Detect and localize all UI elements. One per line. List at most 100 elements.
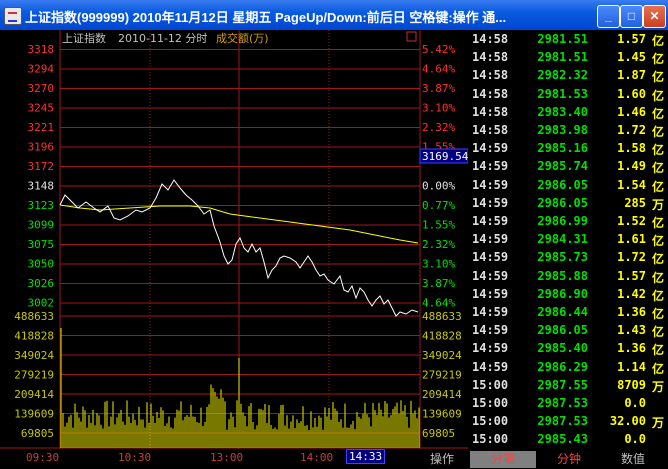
volume-axis-label: 209414 [14,388,54,401]
minimize-button[interactable]: _ [597,5,620,28]
tick-price: 2987.53 [537,396,588,410]
tick-row[interactable]: 15:00 2987.53 32.00 万 [468,412,668,431]
volume-axis-label-right: 139609 [422,408,462,421]
tick-row[interactable]: 14:59 2986.05 1.54 亿 [468,176,668,195]
tick-unit: 亿 [651,88,664,103]
volume-title-label: 成交额(万) [216,31,269,45]
tick-row[interactable]: 14:59 2985.74 1.49 亿 [468,157,668,176]
index-name-label: 上证指数 [62,31,106,45]
tick-price: 2983.98 [537,123,588,137]
tick-row[interactable]: 15:00 2987.53 0.0 [468,394,668,413]
tick-time: 14:58 [472,32,509,46]
price-axis-label: 3172 [28,160,55,173]
tick-unit: 亿 [651,34,664,48]
tick-price: 2986.99 [537,214,588,228]
tick-price: 2986.05 [537,195,588,210]
tick-price: 2981.51 [537,50,588,65]
volume-axis-label: 279219 [14,369,54,382]
time-label-1400: 14:00 [300,451,334,464]
price-axis-label: 3148 [28,180,55,193]
volume-axis-label: 139609 [14,408,54,421]
tick-volume: 1.52 [617,214,646,228]
tick-row[interactable]: 14:58 2981.51 1.45 亿 [468,48,668,67]
tick-row[interactable]: 14:59 2985.88 1.57 亿 [468,267,668,286]
percent-axis-label: 5.42% [422,43,455,56]
volume-axis-label-right: 209414 [422,388,462,401]
volume-axis-label-right: 279219 [422,369,462,382]
tick-row[interactable]: 14:58 2982.32 1.87 亿 [468,66,668,85]
tick-price: 2985.74 [537,159,588,174]
tick-volume: 1.49 [617,159,646,174]
percent-axis-label: 3.87% [422,82,455,95]
tick-price: 2981.51 [537,32,588,46]
tick-row[interactable]: 14:58 2981.51 1.57 亿 [468,30,668,49]
tick-row[interactable]: 15:00 2985.43 0.0 [468,430,668,449]
tick-row[interactable]: 14:59 2986.90 1.42 亿 [468,285,668,304]
tick-time: 14:59 [472,159,509,174]
volume-axis-label: 349024 [14,349,54,362]
tick-row[interactable]: 15:00 2987.55 8709 万 [468,376,668,395]
tick-price: 2981.53 [537,86,588,101]
tab-values[interactable]: 数值 [620,452,645,466]
tick-unit: 万 [651,416,664,431]
tick-price: 2985.16 [537,141,588,156]
tick-row[interactable]: 14:58 2983.40 1.46 亿 [468,103,668,122]
tick-time: 14:58 [472,104,509,119]
price-axis-label: 3099 [28,219,55,232]
tick-unit: 亿 [651,125,664,139]
tick-unit: 亿 [651,106,664,121]
intraday-chart[interactable]: 3318 3294 3270 3245 3221 3196 3172 3148 3123 3099… [0,30,468,449]
tick-price: 2987.53 [537,414,588,429]
volume-axis-label-right: 488633 [422,310,462,323]
price-axis-label: 3002 [28,297,55,310]
percent-axis-label: 1.55% [422,219,455,232]
tick-volume: 1.54 [617,177,646,192]
tick-row[interactable]: 14:59 2985.16 1.58 亿 [468,139,668,158]
volume-axis-label: 69805 [21,427,54,440]
tick-list[interactable]: 14:58 2981.51 1.57 亿 14:58 2981.51 1.45 亿 14:58 2… [468,30,668,449]
tick-volume: 0.0 [624,432,646,447]
price-axis-label: 3294 [28,63,55,76]
chart-option-icon[interactable] [406,31,417,42]
maximize-button[interactable]: □ [620,5,643,28]
price-axis-label: 3245 [28,102,55,115]
tick-volume: 285 [624,195,646,210]
tab-operate[interactable]: 操作 [429,452,454,466]
tick-time: 14:59 [472,195,509,210]
tick-row[interactable]: 14:59 2986.99 1.52 亿 [468,212,668,231]
tick-volume: 1.36 [617,305,646,319]
percent-axis-label: 3.10% [422,258,455,271]
tick-price: 2982.32 [537,68,588,83]
tick-time: 14:58 [472,50,509,65]
tick-volume: 1.36 [617,341,646,356]
tick-unit: 亿 [651,143,664,158]
tick-row[interactable]: 14:59 2985.40 1.36 亿 [468,339,668,358]
tick-unit: 亿 [651,161,664,176]
tick-row[interactable]: 14:59 2986.05 285 万 [468,194,668,213]
tick-volume: 1.14 [617,359,646,374]
tick-row[interactable]: 14:59 2986.29 1.14 亿 [468,358,668,377]
tick-row[interactable]: 14:59 2984.31 1.61 亿 [468,230,668,249]
window-title: 上证指数(999999) 2010年11月12日 星期五 PageUp/Down… [25,10,507,25]
tab-ticks[interactable]: 分笔 [470,451,536,468]
tick-row[interactable]: 14:58 2983.98 1.72 亿 [468,121,668,140]
volume-axis-label-right: 349024 [422,349,462,362]
tick-row[interactable]: 14:58 2981.53 1.60 亿 [468,85,668,104]
close-button[interactable]: ✕ [643,5,666,28]
title-bar[interactable]: 上证指数(999999) 2010年11月12日 星期五 PageUp/Down… [0,0,668,30]
tick-volume: 1.57 [617,268,646,283]
tick-row[interactable]: 14:59 2986.05 1.43 亿 [468,321,668,340]
tick-volume: 0.0 [624,396,646,410]
percent-axis-label: 2.32% [422,238,455,251]
tick-price: 2986.44 [537,305,588,319]
tick-time: 14:58 [472,123,509,137]
tick-row[interactable]: 14:59 2986.44 1.36 亿 [468,303,668,322]
tick-time: 15:00 [472,414,509,429]
tick-volume: 1.87 [617,68,646,83]
tick-row[interactable]: 14:59 2985.73 1.72 亿 [468,248,668,267]
tick-unit: 亿 [651,325,664,340]
current-price-tag [419,148,468,164]
tick-time: 14:59 [472,286,509,301]
tab-minutes[interactable]: 分钟 [556,452,581,466]
tick-price: 2986.29 [537,359,588,374]
